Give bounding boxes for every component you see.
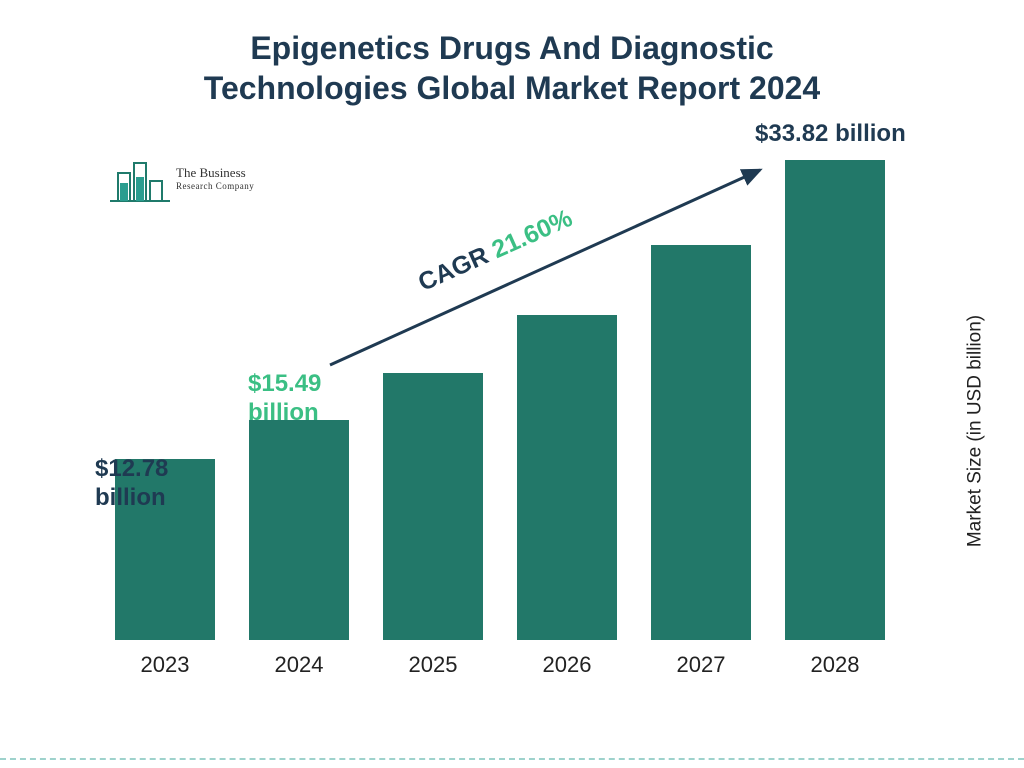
bars-group (100, 150, 900, 640)
value-label: $15.49billion (248, 370, 321, 428)
x-axis-labels: 202320242025202620272028 (100, 652, 900, 678)
bar-wrap (368, 373, 498, 640)
bar (651, 245, 751, 640)
bar-wrap (770, 160, 900, 640)
bottom-dashed-line (0, 758, 1024, 760)
bar-wrap (234, 420, 364, 640)
x-axis-label: 2027 (636, 652, 766, 678)
x-axis-label: 2024 (234, 652, 364, 678)
title-line1: Epigenetics Drugs And Diagnostic (0, 28, 1024, 68)
bar (517, 315, 617, 640)
x-axis-label: 2025 (368, 652, 498, 678)
bar (249, 420, 349, 640)
y-axis-label: Market Size (in USD billion) (964, 315, 986, 547)
chart-title: Epigenetics Drugs And Diagnostic Technol… (0, 28, 1024, 108)
x-axis-label: 2026 (502, 652, 632, 678)
chart-container: Epigenetics Drugs And Diagnostic Technol… (0, 0, 1024, 768)
bar-wrap (502, 315, 632, 640)
value-label: $33.82 billion (755, 120, 906, 149)
value-label: $12.78billion (95, 455, 168, 513)
title-line2: Technologies Global Market Report 2024 (0, 68, 1024, 108)
bar (785, 160, 885, 640)
x-axis-label: 2023 (100, 652, 230, 678)
x-axis-label: 2028 (770, 652, 900, 678)
bar-wrap (636, 245, 766, 640)
bar (383, 373, 483, 640)
